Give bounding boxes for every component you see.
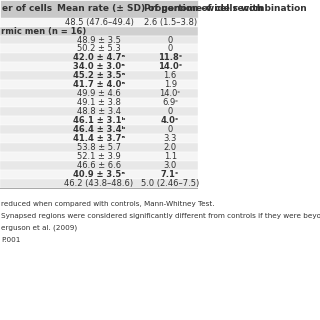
Text: 0: 0 [168, 36, 173, 44]
Text: 42.0 ± 4.7ᵃ: 42.0 ± 4.7ᵃ [73, 53, 125, 62]
Text: 4.0ᶜ: 4.0ᶜ [161, 116, 180, 125]
Text: reduced when compared with controls, Mann-Whitney Test.: reduced when compared with controls, Man… [1, 201, 214, 207]
Bar [0, 98, 198, 107]
Text: 5.0 (2.46–7.5): 5.0 (2.46–7.5) [141, 179, 199, 188]
Text: 45.2 ± 3.5ᵃ: 45.2 ± 3.5ᵃ [73, 71, 125, 80]
Bar [0, 89, 198, 98]
Text: 41.4 ± 3.7ᵃ: 41.4 ± 3.7ᵃ [73, 134, 125, 143]
Text: Proportion of cells with: Proportion of cells with [144, 4, 264, 13]
Bar [0, 188, 198, 189]
Text: 6.9ᶜ: 6.9ᶜ [162, 98, 178, 107]
Text: 14.0ᶜ: 14.0ᶜ [158, 62, 182, 71]
Text: 0: 0 [168, 44, 173, 53]
Text: 49.9 ± 4.6: 49.9 ± 4.6 [77, 89, 121, 98]
Text: Synapsed regions were considered significantly different from controls if they w: Synapsed regions were considered signifi… [1, 213, 320, 219]
Bar [0, 62, 198, 71]
Text: 3.3: 3.3 [164, 134, 177, 143]
Text: 48.5 (47.6–49.4): 48.5 (47.6–49.4) [65, 18, 133, 27]
Text: 7.1ᶜ: 7.1ᶜ [161, 170, 180, 179]
Bar [0, 36, 198, 44]
Text: 3.0: 3.0 [164, 161, 177, 170]
Text: 48.9 ± 3.5: 48.9 ± 3.5 [77, 36, 121, 44]
Text: 0: 0 [168, 125, 173, 134]
Text: 48.8 ± 3.4: 48.8 ± 3.4 [77, 107, 121, 116]
Text: 14.0ᶜ: 14.0ᶜ [159, 89, 181, 98]
Text: 11.8ᶜ: 11.8ᶜ [158, 53, 182, 62]
Bar [0, 170, 198, 179]
Text: 53.8 ± 5.7: 53.8 ± 5.7 [77, 143, 121, 152]
Bar [0, 80, 198, 89]
Text: Mean rate (± SD) of genome-wide recombination: Mean rate (± SD) of genome-wide recombin… [57, 4, 307, 13]
Text: erguson et al. (2009): erguson et al. (2009) [1, 225, 77, 231]
Bar [0, 18, 198, 27]
Bar [0, 134, 198, 143]
Text: 41.7 ± 4.0ᵃ: 41.7 ± 4.0ᵃ [73, 80, 125, 89]
Text: 34.0 ± 3.0ᵃ: 34.0 ± 3.0ᵃ [73, 62, 125, 71]
Text: 46.1 ± 3.1ᵇ: 46.1 ± 3.1ᵇ [73, 116, 125, 125]
Text: 46.2 (43.8–48.6): 46.2 (43.8–48.6) [64, 179, 133, 188]
Text: 40.9 ± 3.5ᵃ: 40.9 ± 3.5ᵃ [73, 170, 125, 179]
Bar [0, 116, 198, 125]
Bar [0, 44, 198, 53]
Bar [0, 179, 198, 188]
Text: 49.1 ± 3.8: 49.1 ± 3.8 [77, 98, 121, 107]
Bar [0, 125, 198, 134]
Bar [0, 107, 198, 116]
Text: 46.6 ± 6.6: 46.6 ± 6.6 [77, 161, 121, 170]
Bar [0, 53, 198, 62]
Text: 1.6: 1.6 [164, 71, 177, 80]
Text: 1.1: 1.1 [164, 152, 177, 161]
Bar [0, 152, 198, 161]
Text: er of cells: er of cells [2, 4, 52, 13]
Text: 50.2 ± 5.3: 50.2 ± 5.3 [77, 44, 121, 53]
Text: 46.4 ± 3.4ᵇ: 46.4 ± 3.4ᵇ [73, 125, 125, 134]
Bar [0, 71, 198, 80]
Text: 2.6 (1.5–3.8): 2.6 (1.5–3.8) [144, 18, 197, 27]
Text: 52.1 ± 3.9: 52.1 ± 3.9 [77, 152, 121, 161]
Text: rmic men (n = 16): rmic men (n = 16) [1, 27, 86, 36]
Bar [0, 143, 198, 152]
Text: 0: 0 [168, 107, 173, 116]
Text: 1.9: 1.9 [164, 80, 177, 89]
Bar [0, 0, 198, 18]
Text: P.001: P.001 [1, 237, 20, 243]
Bar [0, 161, 198, 170]
Text: 2.0: 2.0 [164, 143, 177, 152]
Bar [0, 27, 198, 36]
